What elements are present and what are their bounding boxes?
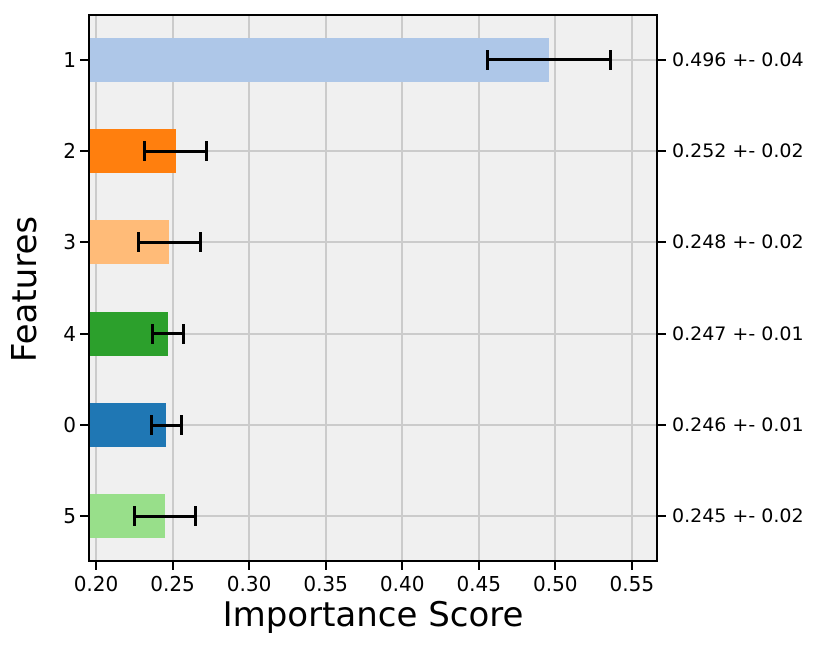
right-tick-mark [658,332,666,335]
gridline-vertical [324,14,327,562]
gridline-vertical [477,14,480,562]
gridline-vertical [554,14,557,562]
y-axis-label: Features [5,215,45,363]
error-bar-cap [193,506,197,527]
error-bar-cap [204,141,208,161]
y-tick-label: 2 [63,139,76,163]
x-tick-label: 0.25 [150,572,195,596]
y-tick-label: 4 [63,321,76,346]
error-bar [151,423,182,427]
right-tick-mark [658,515,666,518]
bar [88,37,550,82]
plot-area [88,14,658,562]
y-tick-label: 1 [63,47,76,72]
y-tick-mark [80,58,88,61]
error-bar-cap [137,232,141,253]
plot-background [88,14,658,562]
bar-annotation: 0.496 +- 0.04 [672,48,804,71]
x-tick-mark [324,562,327,570]
error-bar-cap [143,141,147,161]
gridline-vertical [630,14,633,562]
bar-annotation: 0.247 +- 0.01 [672,322,804,345]
error-bar [152,332,184,336]
error-bar-cap [132,506,136,527]
x-tick-mark [401,562,404,570]
right-tick-mark [658,424,666,426]
y-tick-label: 5 [63,504,76,529]
gridline-horizontal [88,424,658,426]
x-tick-mark [554,562,557,570]
gridline-vertical [248,14,251,562]
error-bar-cap [181,323,185,344]
error-bar [134,514,196,518]
bar-annotation: 0.246 +- 0.01 [672,414,804,436]
x-tick-label: 0.55 [609,572,655,596]
x-tick-label: 0.20 [73,572,119,596]
gridline-horizontal [88,332,658,335]
x-tick-mark [171,562,174,570]
x-axis-label: Importance Score [222,595,524,635]
error-bar-cap [198,232,202,253]
x-tick-label: 0.30 [226,572,272,596]
x-tick-mark [248,562,251,570]
error-bar [144,149,207,153]
y-tick-label: 0 [63,413,76,437]
error-bar [138,240,201,244]
x-tick-label: 0.50 [533,572,578,596]
gridline-horizontal [88,241,658,244]
x-tick-mark [477,562,480,570]
right-tick-mark [658,150,666,152]
x-tick-mark [630,562,633,570]
error-bar-cap [608,49,612,70]
gridline-vertical [171,14,174,562]
bar-annotation: 0.252 +- 0.02 [672,140,804,162]
y-tick-mark [80,424,88,426]
y-tick-mark [80,150,88,152]
y-tick-mark [80,241,88,244]
right-tick-mark [658,241,666,244]
gridline-horizontal [88,515,658,518]
gridline-vertical [401,14,404,562]
error-bar-cap [151,323,155,344]
right-tick-mark [658,58,666,61]
error-bar-cap [149,415,153,435]
gridline-horizontal [88,150,658,152]
bar-annotation: 0.245 +- 0.02 [672,505,804,528]
x-tick-label: 0.45 [456,572,501,596]
bar-annotation: 0.248 +- 0.02 [672,231,804,254]
y-tick-mark [80,515,88,518]
error-bar-cap [180,415,184,435]
x-tick-mark [94,562,97,570]
error-bar-cap [486,49,490,70]
x-tick-label: 0.35 [303,572,348,596]
y-tick-mark [80,332,88,335]
error-bar [487,58,611,62]
x-tick-label: 0.40 [379,572,425,596]
gridline-vertical [94,14,97,562]
y-tick-label: 3 [63,230,76,255]
